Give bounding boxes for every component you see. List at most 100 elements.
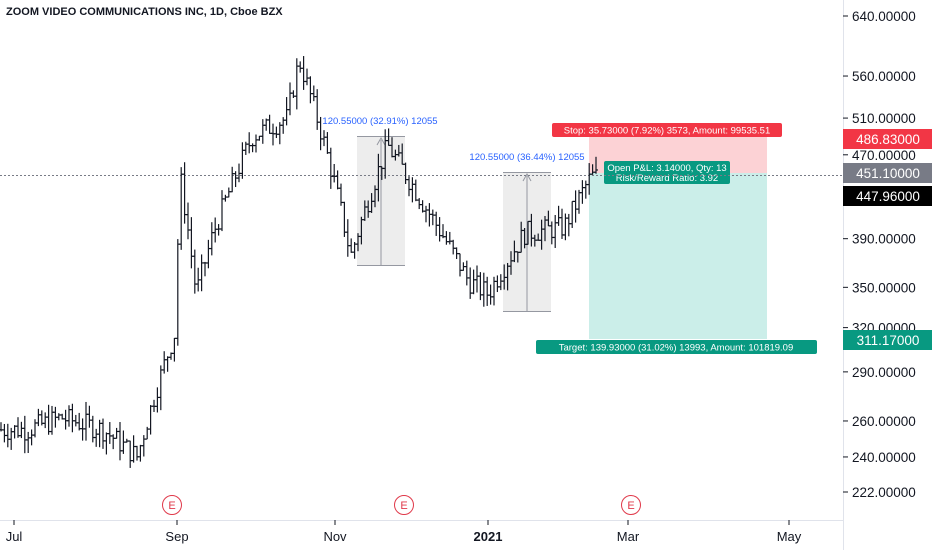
price-labels: 486.83000 451.10000 447.96000 311.17000 [843, 129, 932, 350]
ohlc-bar [556, 205, 561, 226]
target-zone [589, 173, 767, 339]
ohlc-bar [67, 405, 71, 427]
measure-arrowhead-2 [522, 172, 532, 182]
ohlc-bar [145, 426, 150, 440]
price-axis-ticks[interactable]: 640.00000 560.00000 510.00000 470.00000 390.… [843, 9, 916, 500]
ohlc-bar [70, 403, 75, 433]
last-price-label-box [843, 186, 932, 206]
ohlc-bar [468, 267, 473, 299]
ohlc-bar [50, 405, 54, 435]
ohlc-bar [328, 147, 333, 189]
ohlc-bar [325, 132, 330, 154]
ohlc-bar [189, 217, 194, 269]
ohlc-bar [254, 134, 258, 153]
ohlc-bar [447, 231, 452, 245]
ohlc-bar [475, 265, 479, 293]
time-tick-label: Nov [323, 529, 347, 544]
ohlc-bar [22, 415, 27, 454]
price-tick-label: 640.00000 [852, 9, 916, 24]
ohlc-bar [73, 414, 78, 427]
ohlc-bar [553, 215, 558, 248]
ohlc-bar [29, 429, 34, 446]
ohlc-bar [186, 202, 190, 240]
ohlc-bar [301, 56, 306, 90]
ohlc-bar [594, 156, 598, 174]
earnings-marker[interactable] [621, 495, 641, 515]
ohlc-bar [196, 267, 201, 292]
earnings-marker[interactable] [394, 495, 414, 515]
ohlc-bar [2, 423, 7, 443]
time-tick-label: Sep [165, 529, 188, 544]
ohlc-bar [118, 422, 122, 461]
earnings-marker-label: E [627, 500, 634, 512]
price-tick-label: 240.00000 [852, 450, 916, 465]
ohlc-bar [213, 217, 218, 243]
ohlc-bar [573, 190, 578, 223]
ohlc-bar [56, 413, 61, 421]
ohlc-bar [162, 351, 167, 374]
ohlc-bar [131, 435, 136, 463]
position-tool[interactable]: Stop: 35.73000 (7.92%) 3573, Amount: 995… [536, 123, 817, 354]
ohlc-bar [206, 239, 211, 269]
ohlc-bar [216, 224, 221, 236]
ohlc-bar [305, 68, 309, 86]
ohlc-bar [16, 417, 20, 438]
measure-arrowhead-1 [376, 136, 386, 146]
ohlc-bar [226, 187, 231, 198]
earnings-marker-label: E [168, 500, 175, 512]
ohlc-bar [80, 418, 85, 441]
ohlc-bar [274, 126, 279, 139]
ohlc-bar [410, 177, 415, 203]
ohlc-bar [332, 164, 337, 183]
ohlc-bar [175, 239, 180, 346]
ohlc-bar [141, 435, 146, 457]
ohlc-bar [464, 260, 469, 286]
ohlc-bars [0, 56, 598, 468]
ohlc-bar [322, 130, 326, 147]
ohlc-bar [441, 224, 445, 239]
time-tick-label: Mar [617, 529, 640, 544]
ohlc-bar [36, 408, 41, 427]
ohlc-bar [33, 419, 37, 438]
ohlc-bar [135, 445, 139, 461]
target-label-box [536, 340, 817, 354]
ohlc-bar [451, 239, 456, 255]
entry-price-label-box [843, 163, 932, 183]
ohlc-bar [223, 194, 228, 202]
earnings-marker-label: E [400, 500, 407, 512]
ohlc-bar [128, 440, 133, 468]
ohlc-bar [192, 249, 197, 294]
ohlc-bar [63, 409, 68, 430]
ohlc-bar [577, 189, 581, 214]
price-tick-label: 510.00000 [852, 111, 916, 126]
ohlc-bar [203, 261, 207, 277]
pnl-label-box [604, 161, 730, 184]
ohlc-bar [583, 180, 588, 199]
ohlc-bar [430, 209, 435, 226]
ohlc-bar [417, 198, 422, 210]
ohlc-bar [84, 401, 88, 441]
time-axis-ticks[interactable]: Jul Sep Nov 2021 Mar May [6, 520, 802, 544]
time-tick-label: Jul [6, 529, 23, 544]
ohlc-bar [94, 428, 99, 447]
ohlc-bar [43, 412, 48, 429]
ohlc-bar [407, 176, 411, 197]
ohlc-bar [566, 213, 571, 237]
price-tick-label: 390.00000 [852, 232, 916, 247]
ohlc-bar [250, 143, 255, 153]
price-tick-label: 560.00000 [852, 69, 916, 84]
ohlc-bar [19, 421, 24, 439]
ohlc-bar [107, 422, 112, 444]
earnings-marker[interactable] [162, 495, 182, 515]
time-tick-label: May [777, 529, 802, 544]
measure-tools[interactable]: 120.55000 (32.91%) 12055 120.55000 (36.4… [322, 116, 585, 312]
price-tick-label: 222.00000 [852, 485, 916, 500]
chart-title: ZOOM VIDEO COMMUNICATIONS INC, 1D, Cboe … [6, 6, 283, 18]
ohlc-bar [101, 418, 105, 449]
stop-price-label: 486.83000 [856, 132, 920, 147]
ohlc-bar [444, 231, 449, 245]
ohlc-bar [495, 275, 500, 293]
